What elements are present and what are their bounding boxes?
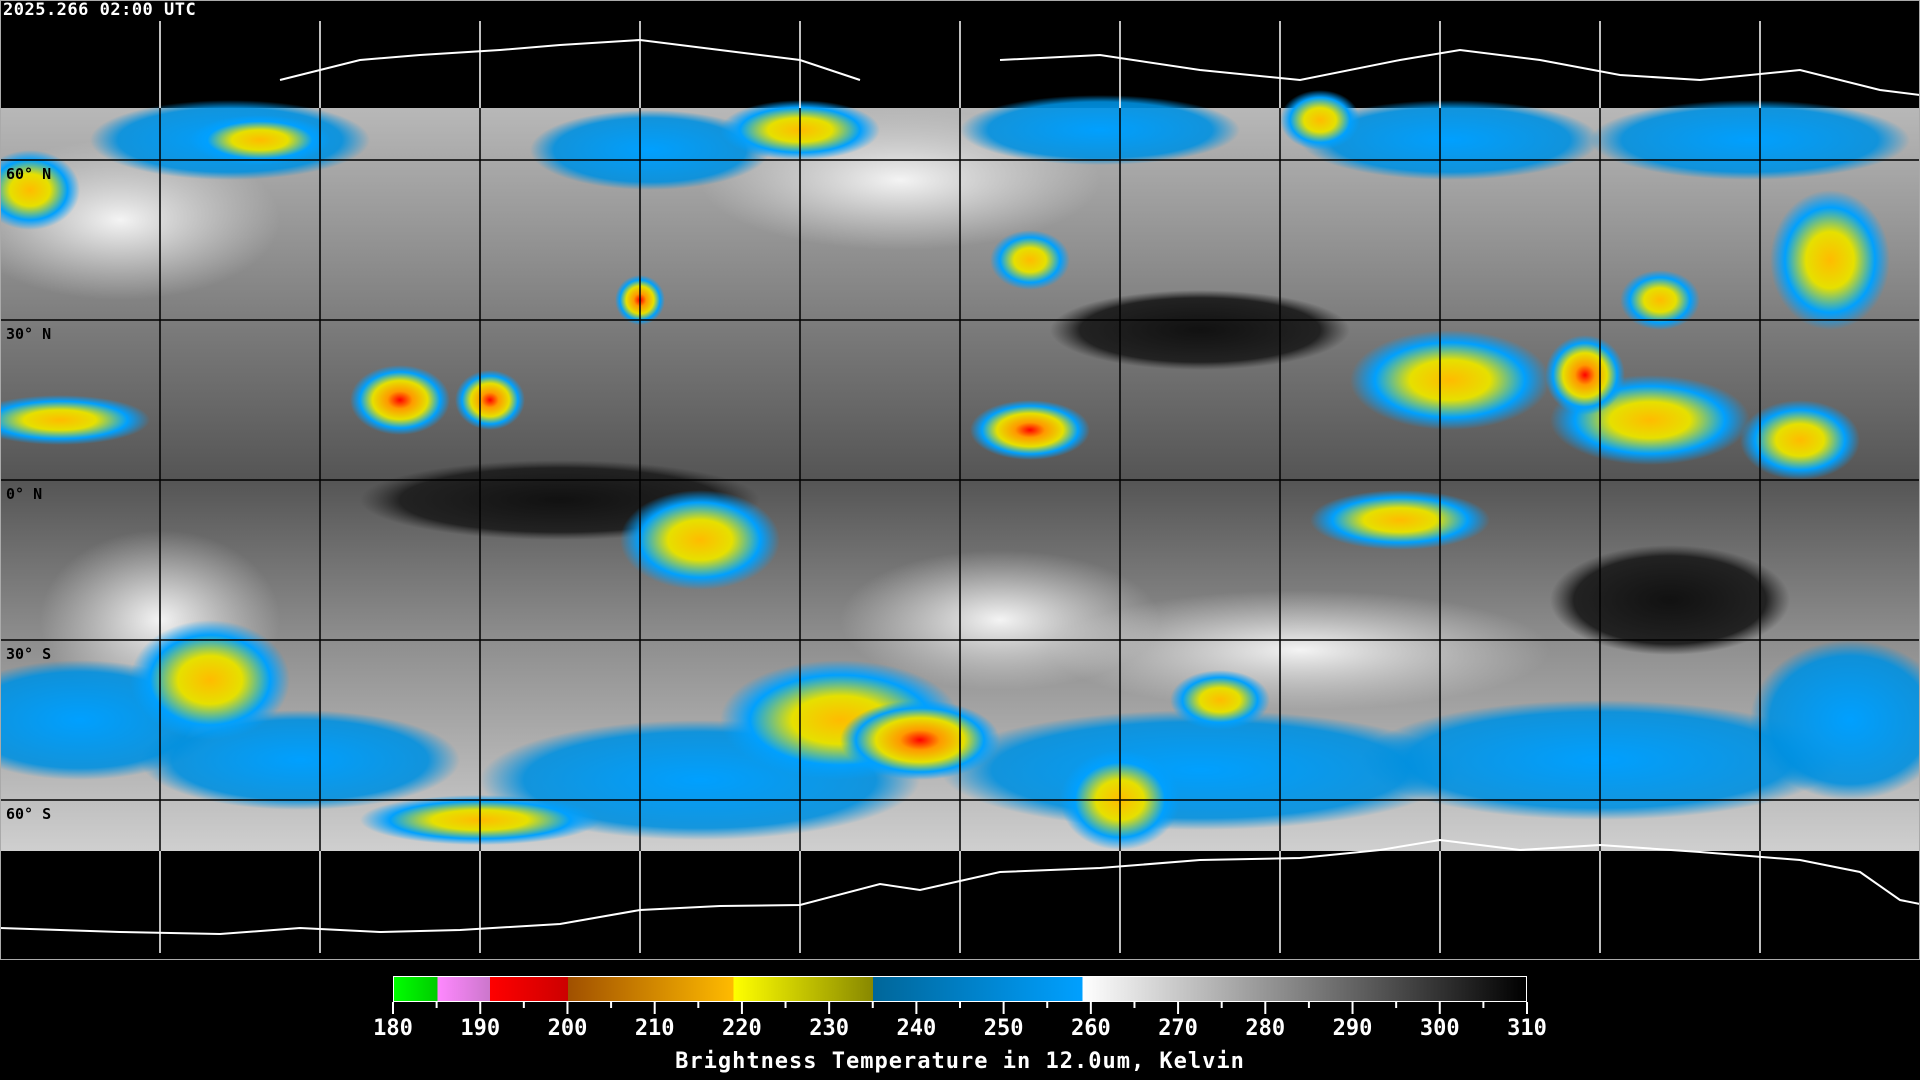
colorbar-tick-label: 220 bbox=[722, 1016, 762, 1041]
colorbar-tick-label: 200 bbox=[547, 1016, 588, 1041]
cloud-feature-dark bbox=[1050, 290, 1350, 370]
antarctic-coastline bbox=[0, 38, 1920, 936]
colorbar-tick-label: 230 bbox=[809, 1016, 850, 1041]
cloud-feature-yellow bbox=[1740, 400, 1860, 480]
cloud-feature-red bbox=[1545, 335, 1625, 415]
lat-label-60s: 60° S bbox=[6, 805, 52, 823]
cloud-feature-red bbox=[455, 370, 525, 430]
cloud-feature-yellow bbox=[1170, 670, 1270, 730]
colorbar-tick-label: 260 bbox=[1070, 1016, 1111, 1041]
cloud-feature-blue bbox=[1750, 640, 1920, 800]
colorbar-tick-label: 250 bbox=[983, 1016, 1024, 1041]
colorbar bbox=[393, 976, 1527, 1002]
cloud-feature-red bbox=[350, 365, 450, 435]
cloud-feature-white bbox=[1050, 590, 1550, 710]
lat-label-30n: 30° N bbox=[6, 325, 52, 343]
cloud-feature-blue bbox=[530, 110, 770, 190]
colorbar-tick-label: 210 bbox=[634, 1016, 675, 1041]
cloud-feature-yellow bbox=[190, 115, 330, 165]
cloud-feature-yellow bbox=[620, 490, 780, 590]
cloud-feature-yellow bbox=[0, 395, 150, 445]
colorbar-tick-label: 280 bbox=[1245, 1016, 1286, 1041]
satellite-ir-map bbox=[0, 21, 1920, 953]
colorbar-tick-label: 290 bbox=[1332, 1016, 1373, 1041]
lat-label-equator: 0° N bbox=[6, 485, 43, 503]
colorbar-tick-label: 190 bbox=[460, 1016, 501, 1041]
cloud-feature-yellow bbox=[1280, 90, 1360, 150]
cloud-feature-yellow bbox=[1620, 270, 1700, 330]
graticule bbox=[0, 21, 1920, 953]
colorbar-tick-label: 240 bbox=[896, 1016, 937, 1041]
colorbar-tick-label: 270 bbox=[1158, 1016, 1198, 1041]
cloud-feature-yellow bbox=[1770, 190, 1890, 330]
cloud-feature-yellow bbox=[0, 150, 80, 230]
cloud-feature-red bbox=[970, 400, 1090, 460]
colorbar-tick-label: 180 bbox=[373, 1016, 413, 1041]
cloud-feature-yellow bbox=[1350, 330, 1550, 430]
lat-label-60n: 60° N bbox=[6, 165, 52, 183]
colorbar-title: Brightness Temperature in 12.0um, Kelvin bbox=[675, 1049, 1245, 1074]
cloud-feature-blue bbox=[1590, 100, 1910, 180]
colorbar-tick-label: 300 bbox=[1419, 1016, 1460, 1041]
lat-label-30s: 30° S bbox=[6, 645, 52, 663]
cloud-feature-blue bbox=[960, 95, 1240, 165]
cloud-feature-red bbox=[840, 700, 1000, 780]
cloud-feature-yellow bbox=[1310, 490, 1490, 550]
cloud-feature-white bbox=[840, 550, 1160, 690]
cloud-feature-yellow bbox=[130, 620, 290, 740]
colorbar-tick-label: 310 bbox=[1507, 1016, 1547, 1041]
cloud-feature-dark bbox=[1550, 545, 1790, 655]
timestamp: 2025.266 02:00 UTC bbox=[3, 0, 197, 20]
cloud-feature-yellow bbox=[990, 230, 1070, 290]
